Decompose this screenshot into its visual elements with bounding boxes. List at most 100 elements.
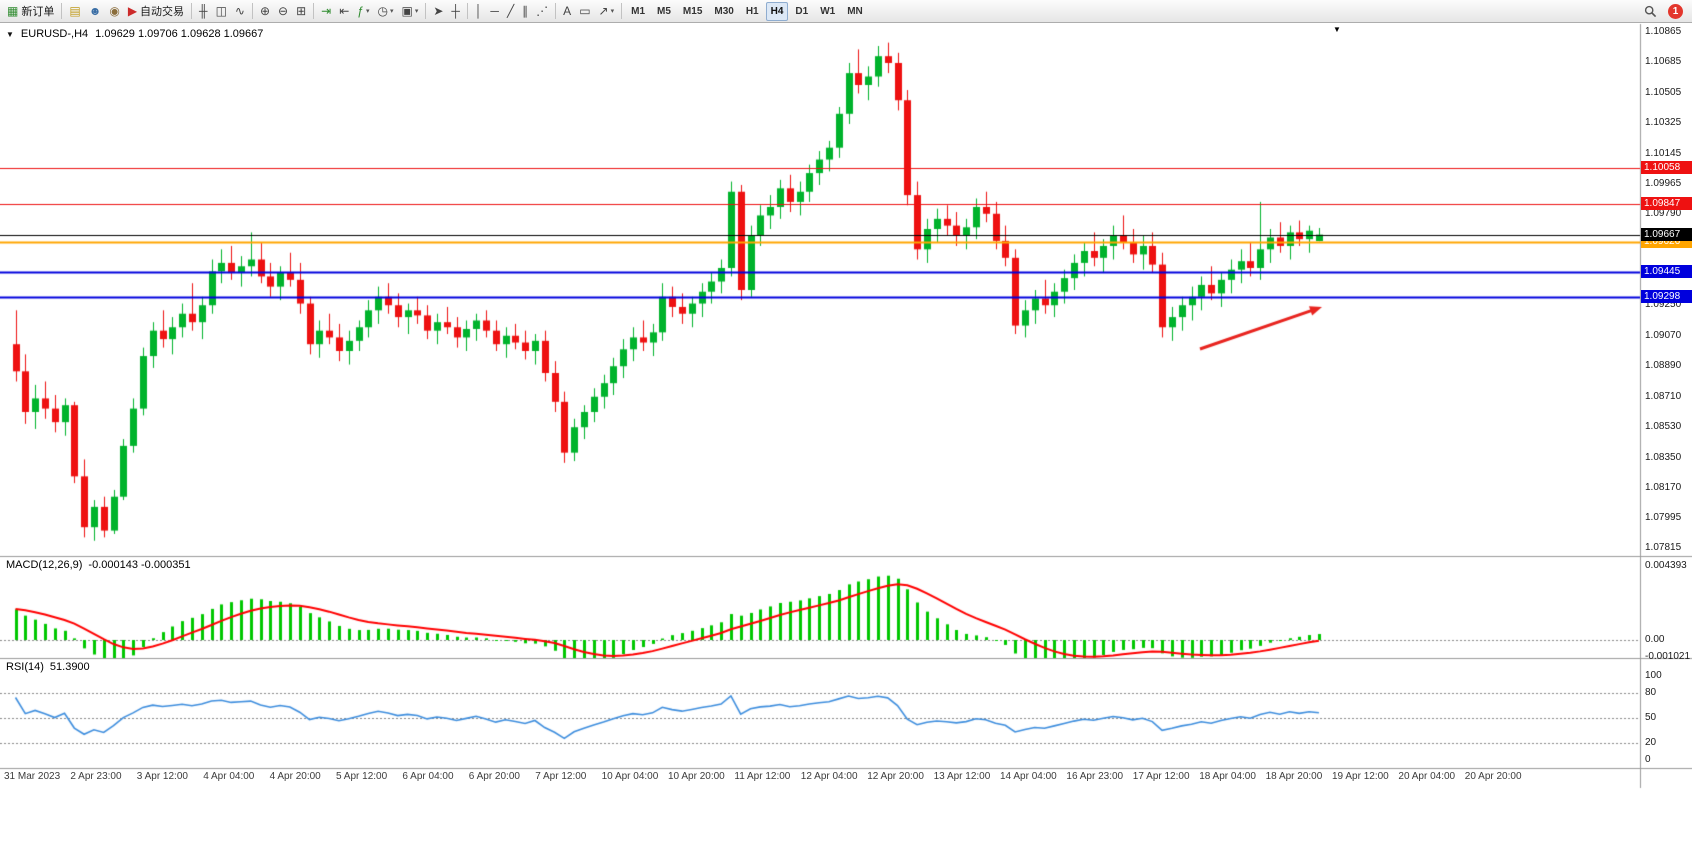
line-chart-mode-icon: ∿ xyxy=(234,3,245,18)
indicators-icon: ƒ xyxy=(357,3,364,18)
auto-scroll-icon: ⇥ xyxy=(321,3,332,18)
price-axis-tick: 1.10145 xyxy=(1645,148,1682,159)
time-axis-label: 5 Apr 12:00 xyxy=(336,771,388,782)
time-axis-label: 18 Apr 04:00 xyxy=(1199,771,1256,782)
vertical-line-button[interactable]: │ xyxy=(471,1,487,22)
arrows-icon: ↗ xyxy=(598,3,609,18)
equidistant-channel-icon: ∥ xyxy=(522,3,529,18)
timeframe-w1[interactable]: W1 xyxy=(820,5,836,17)
timeframe-m30[interactable]: M30 xyxy=(714,5,734,17)
toolbar-right: 1 xyxy=(1640,1,1689,22)
autotrading-button[interactable]: ▶ 自动交易 xyxy=(124,1,188,22)
time-axis-label: 18 Apr 20:00 xyxy=(1265,771,1323,782)
toolbar: ▦ 新订单 ▤ ☻ ◉ ▶ 自动交易 ╫ ◫ ∿ ⊕ ⊖ ⊞ ⇥ ⇤ ƒ ▾ ◷ ▾ ▣ ▾ ➤ ┼ │ ─ ╱ ∥ ⋰ A ▭ ↗ ▾ M1 M… xyxy=(0,0,1692,23)
profiles-icon: ☻ xyxy=(88,3,102,18)
profiles-button[interactable]: ☻ xyxy=(85,1,106,22)
arrows-button[interactable]: ↗ ▾ xyxy=(595,1,619,22)
macd-name: MACD(12,26,9) xyxy=(6,559,83,571)
market-watch-button[interactable]: ◉ xyxy=(105,1,123,22)
timeframe-mn[interactable]: MN xyxy=(847,5,863,17)
time-axis-label: 11 Apr 12:00 xyxy=(734,771,791,782)
bar-chart-mode-button[interactable]: ╫ xyxy=(195,1,212,22)
toolbar-separator xyxy=(466,3,468,19)
autotrading-icon: ▶ xyxy=(127,3,138,18)
text-button[interactable]: A xyxy=(559,1,575,22)
templates-dropdown-arrow[interactable]: ▾ xyxy=(414,8,419,15)
toolbar-separator xyxy=(313,3,315,19)
chart-ohlc-values: 1.09629 1.09706 1.09628 1.09667 xyxy=(95,28,264,40)
arrows-dropdown-arrow[interactable]: ▾ xyxy=(610,8,615,15)
rsi-indicator-label: RSI(14) 51.3900 xyxy=(6,661,90,673)
candlestick-mode-button[interactable]: ◫ xyxy=(212,1,231,22)
price-axis-tick: 1.10685 xyxy=(1645,56,1682,67)
hline-price-label[interactable]: 1.09445 xyxy=(1641,265,1692,278)
horizontal-line-button[interactable]: ─ xyxy=(486,1,503,22)
zoom-out-button[interactable]: ⊖ xyxy=(274,1,292,22)
time-axis-label: 16 Apr 23:00 xyxy=(1066,771,1124,782)
tile-windows-icon: ⊞ xyxy=(296,3,307,18)
current-price-label: 1.09667 xyxy=(1641,228,1692,241)
timeframe-d1[interactable]: D1 xyxy=(795,5,809,17)
bar-chart-mode-icon: ╫ xyxy=(199,3,208,18)
indicators-dropdown-arrow[interactable]: ▾ xyxy=(365,8,370,15)
text-icon: A xyxy=(563,3,572,18)
time-axis-label: 6 Apr 20:00 xyxy=(468,771,520,782)
chart-shift-marker[interactable]: ▼ xyxy=(1333,25,1341,34)
one-click-trading-arrow[interactable]: ▼ xyxy=(6,29,14,39)
fibonacci-button[interactable]: ⋰ xyxy=(532,1,552,22)
toolbar-separator xyxy=(555,3,557,19)
notification-badge[interactable]: 1 xyxy=(1668,3,1683,19)
periods-dropdown-arrow[interactable]: ▾ xyxy=(389,8,394,15)
hline-price-label[interactable]: 1.09847 xyxy=(1641,197,1692,210)
toolbar-separator xyxy=(621,3,623,19)
timeframe-h1[interactable]: H1 xyxy=(745,5,759,17)
market-watch-icon: ◉ xyxy=(109,3,120,18)
macd-indicator-label: MACD(12,26,9) -0.000143 -0.000351 xyxy=(6,559,191,571)
chart-shift-button[interactable]: ⇤ xyxy=(335,1,353,22)
price-axis-tick: 1.08710 xyxy=(1645,391,1682,402)
new-order-button[interactable]: ▦ 新订单 xyxy=(3,1,58,22)
hline-price-label[interactable]: 1.09298 xyxy=(1641,290,1692,303)
rsi-axis-tick: 20 xyxy=(1645,737,1657,748)
timeframe-m5[interactable]: M5 xyxy=(657,5,671,17)
autotrading-label: 自动交易 xyxy=(140,6,185,18)
time-axis-label: 2 Apr 23:00 xyxy=(70,771,122,782)
zoom-in-button[interactable]: ⊕ xyxy=(256,1,274,22)
new-order-icon: ▦ xyxy=(7,3,19,18)
toolbar-separator xyxy=(191,3,193,19)
equidistant-channel-button[interactable]: ∥ xyxy=(518,1,532,22)
search-button[interactable] xyxy=(1640,1,1661,22)
time-axis-label: 7 Apr 12:00 xyxy=(535,771,587,782)
charts-button[interactable]: ▤ xyxy=(65,1,84,22)
timeframe-m15[interactable]: M15 xyxy=(682,5,703,17)
time-axis-label: 14 Apr 04:00 xyxy=(1000,771,1057,782)
indicators-button[interactable]: ƒ ▾ xyxy=(353,1,373,22)
cursor-button[interactable]: ➤ xyxy=(429,1,447,22)
rsi-axis-tick: 50 xyxy=(1645,712,1657,723)
trendline-button[interactable]: ╱ xyxy=(503,1,518,22)
rsi-name: RSI(14) xyxy=(6,661,44,673)
price-axis-tick: 1.08530 xyxy=(1645,421,1682,432)
timeframe-m1[interactable]: M1 xyxy=(631,5,646,17)
rsi-axis-tick: 100 xyxy=(1645,670,1662,681)
templates-button[interactable]: ▣ ▾ xyxy=(397,1,422,22)
hline-price-label[interactable]: 1.10058 xyxy=(1641,161,1692,174)
auto-scroll-button[interactable]: ⇥ xyxy=(317,1,335,22)
timeframe-h4[interactable]: H4 xyxy=(765,1,789,21)
time-axis-label: 20 Apr 04:00 xyxy=(1398,771,1456,782)
macd-values: -0.000143 -0.000351 xyxy=(88,559,191,571)
time-axis-label: 12 Apr 04:00 xyxy=(800,771,858,782)
price-axis-tick: 1.08890 xyxy=(1645,360,1682,371)
time-axis-label: 12 Apr 20:00 xyxy=(867,771,924,782)
crosshair-button[interactable]: ┼ xyxy=(447,1,464,22)
periods-button[interactable]: ◷ ▾ xyxy=(373,1,397,22)
tile-windows-button[interactable]: ⊞ xyxy=(292,1,310,22)
zoom-out-icon: ⊖ xyxy=(278,3,289,18)
time-axis-label: 10 Apr 20:00 xyxy=(668,771,725,782)
chart-title-row: ▼ EURUSD-,H4 1.09629 1.09706 1.09628 1.0… xyxy=(6,28,263,40)
text-label-button[interactable]: ▭ xyxy=(575,1,594,22)
price-axis-tick: 1.10505 xyxy=(1645,87,1682,98)
line-chart-mode-button[interactable]: ∿ xyxy=(231,1,249,22)
